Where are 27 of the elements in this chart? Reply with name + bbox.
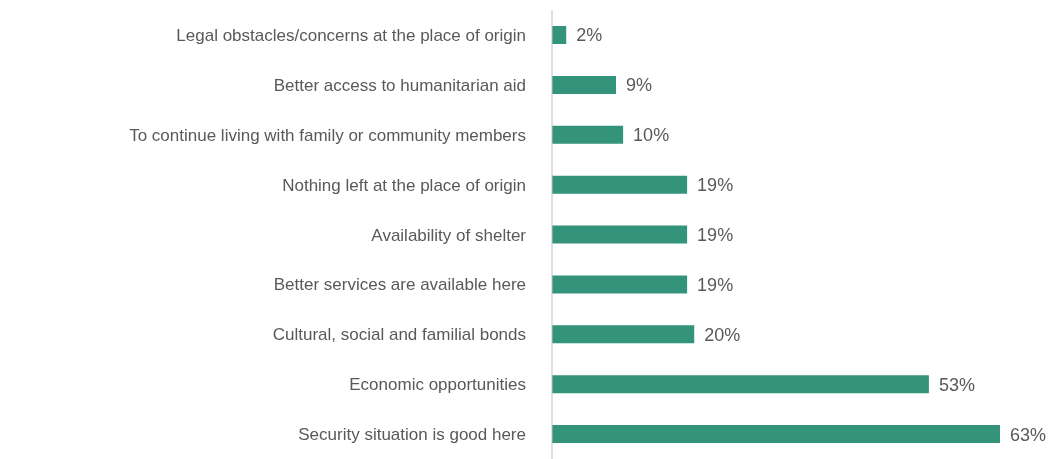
data-label: 19% <box>697 274 734 295</box>
data-label: 9% <box>626 75 653 96</box>
data-label: 20% <box>704 324 741 345</box>
y-tick-label: Better services are available here <box>273 275 526 295</box>
data-label: 2% <box>576 25 603 46</box>
y-tick-label: Nothing left at the place of origin <box>282 175 526 195</box>
data-label: 63% <box>1010 424 1047 445</box>
bar <box>552 26 567 44</box>
data-label: 19% <box>697 175 734 196</box>
bar <box>552 75 616 94</box>
y-tick-label: Legal obstacles/concerns at the place of origin <box>176 25 526 45</box>
data-label: 19% <box>697 224 734 245</box>
y-tick-label: To continue living with family or community members <box>129 125 526 145</box>
y-tick-label: Economic opportunities <box>349 375 526 395</box>
bar <box>552 275 688 294</box>
data-label: 53% <box>938 374 975 395</box>
bar <box>552 225 688 244</box>
bar <box>552 325 695 344</box>
bar <box>552 375 929 394</box>
bar <box>552 425 1000 444</box>
y-tick-label: Cultural, social and familial bonds <box>272 325 526 345</box>
bar <box>552 125 624 144</box>
bar <box>552 175 688 194</box>
y-tick-label: Availability of shelter <box>371 225 527 245</box>
y-tick-label: Better access to humanitarian aid <box>273 75 526 95</box>
y-tick-label: Security situation is good here <box>298 425 526 445</box>
data-label: 10% <box>633 125 670 146</box>
